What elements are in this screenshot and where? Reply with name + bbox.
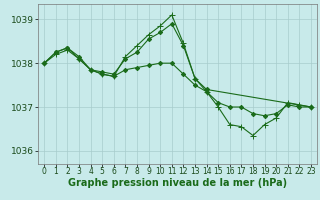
X-axis label: Graphe pression niveau de la mer (hPa): Graphe pression niveau de la mer (hPa) (68, 178, 287, 188)
